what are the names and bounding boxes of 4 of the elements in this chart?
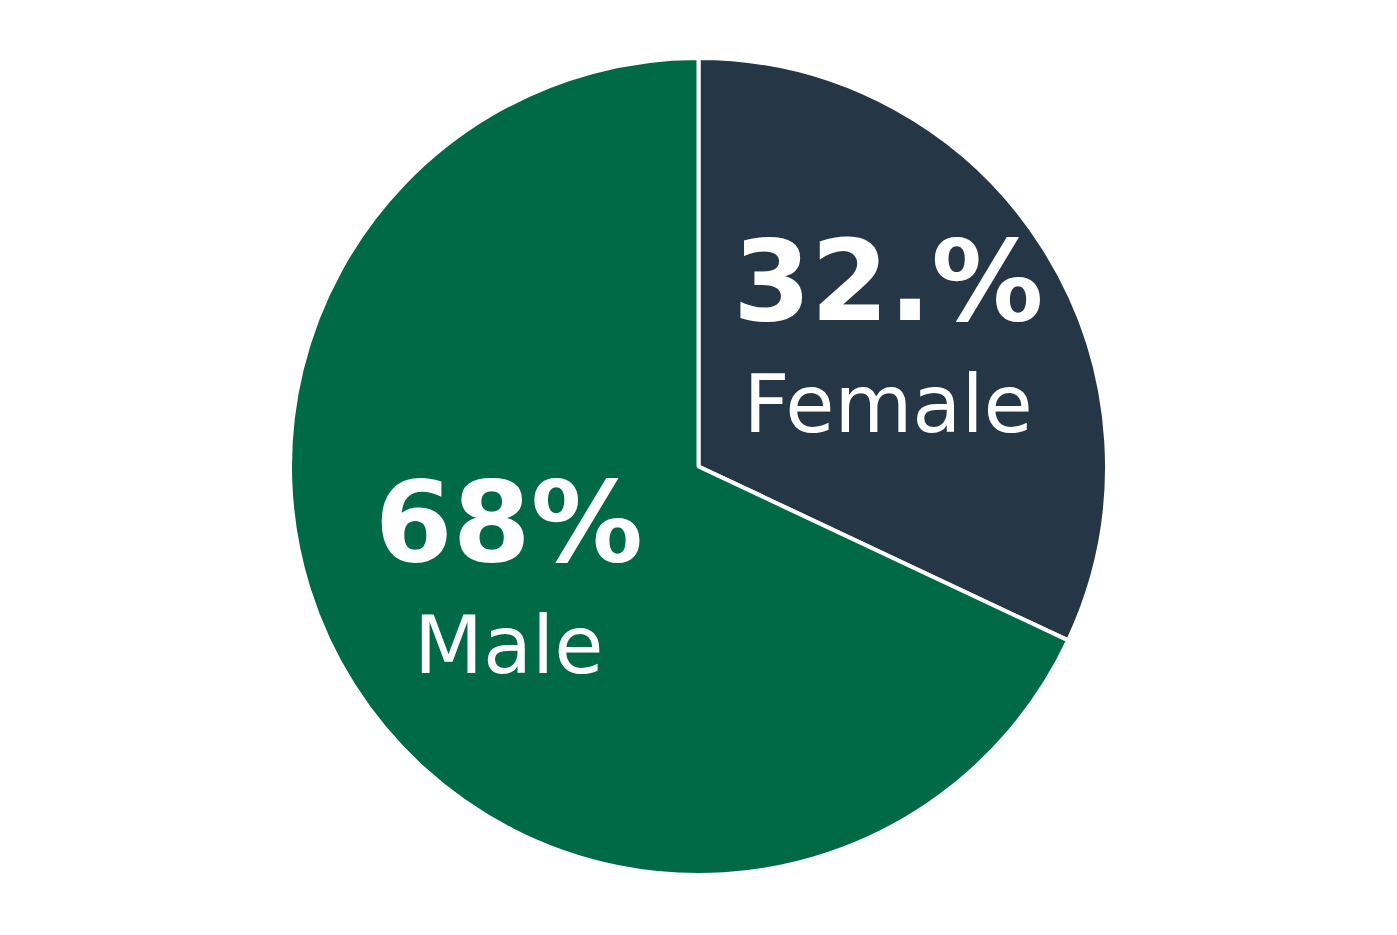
slice-label: Male: [414, 598, 604, 692]
data-label: 32.%: [732, 216, 1044, 347]
data-label: 68%: [374, 456, 643, 587]
slice-label: Female: [743, 357, 1033, 451]
